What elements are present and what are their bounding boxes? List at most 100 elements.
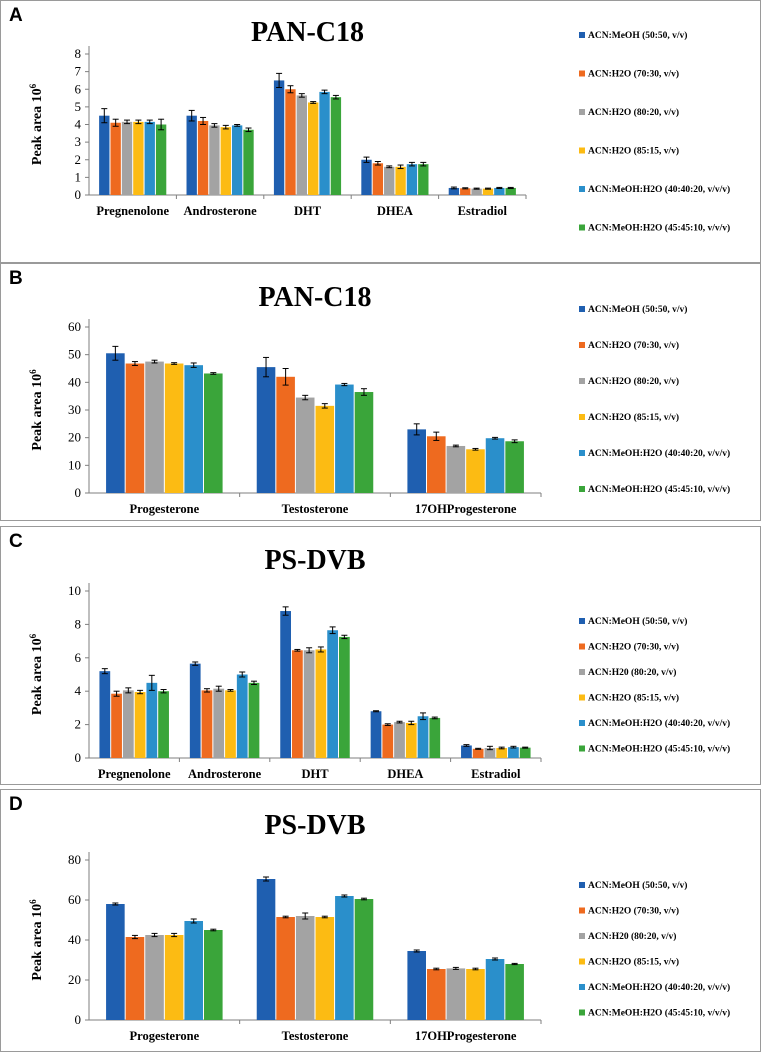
y-axis-label-d: Peak area 106 xyxy=(28,899,45,981)
panel-a: A PAN-C18 Peak area 106 0 1 2 3 4 5 6 7 8 Pregnenol… xyxy=(0,0,761,263)
bar-a-series-1 xyxy=(110,122,121,195)
bar-d-series-0 xyxy=(256,879,276,1020)
bar-a-series-2 xyxy=(121,121,133,195)
bar-c-series-2 xyxy=(122,690,134,758)
bar-a-series-1 xyxy=(285,89,296,195)
legend-swatch-c xyxy=(579,720,585,726)
panel-c: C PS-DVB Peak area 106 0 2 4 6 8 10 Pregnenolone… xyxy=(0,526,761,785)
chart-title-c: PS-DVB xyxy=(264,545,365,576)
category-label-a: DHT xyxy=(294,204,322,218)
legend-swatch-c xyxy=(579,669,585,675)
bar-c-series-2 xyxy=(303,650,315,758)
bar-b-series-3 xyxy=(164,363,184,493)
legend-label-c: ACN:MeOH:H2O (40:40:20, v/v/v) xyxy=(588,718,730,729)
legend-swatch-a xyxy=(579,109,585,115)
bar-b-series-5 xyxy=(354,392,374,493)
bar-d-series-1 xyxy=(125,937,145,1020)
y-tick-label-a: 7 xyxy=(75,64,82,79)
bar-a-series-0 xyxy=(448,187,460,195)
y-axis-label-text: Peak area xyxy=(30,388,45,451)
bar-c-series-5 xyxy=(429,717,441,758)
bar-b-series-5 xyxy=(204,373,223,493)
bar-c-series-1 xyxy=(291,650,303,758)
category-label-c: Estradiol xyxy=(471,767,521,781)
bar-c-series-2 xyxy=(484,747,496,758)
bar-a-series-4 xyxy=(231,125,243,195)
bar-a-series-5 xyxy=(418,164,429,195)
legend-label-c: ACN:H2O (70:30, v/v) xyxy=(588,642,679,653)
category-label-a: Pregnenolone xyxy=(96,204,169,218)
legend-label-b: ACN:H2O (70:30, v/v) xyxy=(588,340,679,351)
y-axis-unit-exponent: 6 xyxy=(28,369,38,374)
y-tick-label-d: 0 xyxy=(75,1012,82,1027)
bar-a-series-5 xyxy=(155,124,167,195)
legend-label-c: ACN:H2O (85:15, v/v) xyxy=(588,693,679,704)
category-label-c: Androsterone xyxy=(188,767,262,781)
bar-b-series-0 xyxy=(256,367,276,493)
bar-a-series-2 xyxy=(209,125,220,195)
legend-swatch-b xyxy=(579,450,585,456)
bar-a-series-2 xyxy=(471,188,482,195)
y-tick-label-b: 20 xyxy=(68,430,81,445)
bar-c-series-3 xyxy=(496,747,508,758)
bar-b-series-1 xyxy=(426,436,446,493)
bar-d-series-5 xyxy=(354,899,374,1020)
y-tick-label-c: 4 xyxy=(75,683,82,698)
bar-b-series-5 xyxy=(505,441,524,493)
y-axis-unit: 10 xyxy=(30,638,45,652)
bar-c-series-1 xyxy=(201,690,213,758)
legend-swatch-a xyxy=(579,186,585,192)
bar-b-series-2 xyxy=(446,445,466,493)
bar-b-series-1 xyxy=(125,363,145,493)
legend-swatch-d xyxy=(579,907,585,914)
bar-b-series-2 xyxy=(295,397,315,493)
category-label-a: Estradiol xyxy=(458,204,508,218)
bar-b-series-0 xyxy=(106,353,125,493)
bar-c-series-4 xyxy=(508,747,519,758)
bar-b-series-3 xyxy=(315,405,335,493)
bar-c-series-3 xyxy=(134,692,146,758)
legend-label-b: ACN:MeOH:H2O (45:45:10, v/v/v) xyxy=(588,484,730,495)
bar-c-series-0 xyxy=(461,745,472,758)
legend-swatch-d xyxy=(579,1009,585,1016)
bar-c-series-5 xyxy=(339,636,350,758)
legend-label-b: ACN:H2O (80:20, v/v) xyxy=(588,376,679,387)
legend-label-d: ACN:MeOH (50:50, v/v) xyxy=(588,880,687,891)
bar-a-series-3 xyxy=(220,127,231,195)
legend-swatch-d xyxy=(579,882,585,888)
bar-d-series-1 xyxy=(276,917,295,1020)
bar-d-series-0 xyxy=(407,951,426,1020)
bar-a-series-0 xyxy=(186,115,197,195)
y-tick-label-d: 80 xyxy=(68,852,81,867)
legend-label-a: ACN:H2O (70:30, v/v) xyxy=(588,69,679,80)
y-axis-label-text: Peak area xyxy=(30,918,45,981)
category-label-c: Pregnenolone xyxy=(98,767,171,781)
bar-a-series-3 xyxy=(395,166,406,195)
y-tick-label-d: 20 xyxy=(68,972,81,987)
bar-c-series-5 xyxy=(158,691,169,758)
bar-c-series-5 xyxy=(519,747,531,758)
y-axis-unit-exponent: 6 xyxy=(28,83,38,88)
bar-b-series-4 xyxy=(485,438,505,493)
bar-c-series-0 xyxy=(189,663,201,758)
y-tick-label-a: 4 xyxy=(75,117,82,132)
bar-c-series-4 xyxy=(236,674,248,758)
panel-letter-d: D xyxy=(9,794,23,815)
y-tick-label-b: 10 xyxy=(68,457,81,472)
chart-title-b: PAN-C18 xyxy=(258,282,371,313)
bar-b-series-3 xyxy=(466,449,485,493)
legend-swatch-a xyxy=(579,70,585,77)
bar-a-series-0 xyxy=(361,159,372,195)
y-tick-label-c: 8 xyxy=(75,616,82,631)
panel-letter-c: C xyxy=(9,531,23,552)
legend-swatch-d xyxy=(579,984,585,990)
legend-swatch-b xyxy=(579,306,585,312)
legend-label-b: ACN:H2O (85:15, v/v) xyxy=(588,412,679,423)
bar-a-series-1 xyxy=(460,188,471,195)
legend-swatch-b xyxy=(579,342,585,348)
y-axis-label-text: Peak area xyxy=(30,652,45,715)
category-label-c: DHT xyxy=(301,767,329,781)
bar-a-series-1 xyxy=(197,120,209,195)
